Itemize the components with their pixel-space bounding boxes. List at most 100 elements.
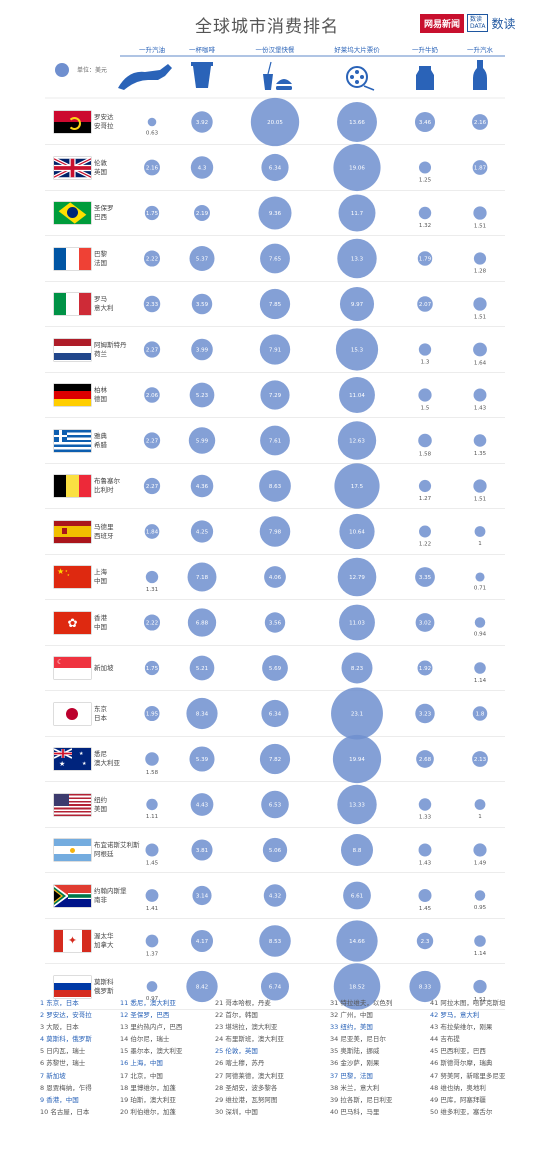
bubble: [190, 474, 214, 498]
country-name: 英国: [94, 167, 107, 176]
ranking-item: 12 圣保罗，巴西: [120, 1011, 170, 1020]
soda-bottle-icon: [473, 60, 487, 90]
bubble: [187, 608, 217, 637]
bubble: [258, 196, 292, 230]
bubble: [189, 382, 215, 408]
bubble-value-label: 2.33: [146, 302, 159, 308]
bubble: [263, 884, 287, 907]
bubble-value-label: 5.23: [196, 393, 209, 399]
bubble-value-label: 1.32: [419, 223, 431, 229]
bubble: [264, 612, 286, 633]
bubble: [143, 614, 161, 631]
ranking-item: 23 堪培拉，澳大利亚: [215, 1023, 278, 1032]
bubble: [473, 979, 487, 994]
bubble: [144, 524, 160, 539]
legend-bubble: [55, 63, 69, 77]
bubble: [190, 156, 214, 179]
bubble: [260, 243, 290, 274]
bubble: [144, 660, 160, 676]
bubble-value-label: 2.16: [474, 120, 487, 126]
ranking-item: 14 伯尔尼，瑞士: [120, 1035, 170, 1044]
bubble: [332, 734, 382, 784]
country-name: 巴西: [94, 213, 107, 221]
bubble-value-label: 3.35: [419, 575, 432, 581]
bubble-value-label: 5.99: [196, 439, 209, 445]
city-label: 罗安达 安哥拉: [94, 113, 114, 131]
ranking-column: 41 阿拉木图，哈萨克斯坦 42 罗马，意大利 43 布拉柴维尔，刚果 44 吉布提 4…: [430, 997, 530, 1118]
ranking-column: 11 悉尼，澳大利亚 12 圣保罗，巴西 13 里约热内卢，巴西 14 伯尔尼，瑞士 1…: [120, 997, 220, 1118]
ranking-item: 36 金沙萨，刚果: [330, 1059, 380, 1068]
country-name: 中国: [94, 577, 107, 585]
city-name: 纽约: [94, 795, 107, 804]
city-label: 雅典 希腊: [94, 432, 107, 450]
bubble: [146, 798, 158, 811]
bubble: [186, 970, 218, 1003]
bubble: [191, 839, 213, 861]
bubble-value-label: 0.71: [474, 586, 486, 592]
flag-singapore: ☾: [54, 657, 91, 679]
bubble: [261, 699, 289, 728]
bubble: [144, 705, 160, 722]
ranking-item: 3 大阪，日本: [40, 1023, 79, 1032]
city-name: 上海: [94, 568, 107, 576]
bubble: [339, 286, 375, 322]
bubble-value-label: 6.74: [269, 985, 282, 991]
city-label: 悉尼 澳大利亚: [94, 750, 120, 768]
bubble: [418, 798, 432, 811]
bubble: [415, 703, 435, 724]
bubble-value-label: 8.34: [196, 712, 209, 718]
bubble-value-label: 5.69: [269, 666, 282, 672]
bubble: [474, 935, 486, 947]
bubble-value-label: 1.31: [146, 587, 158, 593]
bubble: [187, 562, 217, 592]
bubble: [472, 751, 488, 767]
bubble-value-label: 11.7: [351, 211, 364, 217]
ranking-item: 26 喀土穆，苏丹: [215, 1059, 265, 1068]
city-label: 上海 中国: [94, 568, 107, 586]
country-name: 阿根廷: [94, 850, 114, 858]
bubble-value-label: 13.33: [349, 803, 365, 809]
flag-france: [54, 247, 91, 270]
bubble: [414, 111, 436, 133]
bubble-value-label: 1.8: [476, 712, 485, 718]
ranking-item: 47 努美阿，新喀里多尼亚: [430, 1071, 506, 1080]
bubble: [474, 890, 486, 901]
column-header: 一升汽油: [139, 45, 165, 54]
bubble-value-label: 13.66: [349, 120, 365, 126]
bubble-value-label: 5.37: [196, 257, 209, 263]
bubble: [339, 377, 375, 413]
bubble-value-label: 1.11: [146, 814, 158, 820]
bubble: [418, 161, 432, 174]
bubble: [474, 799, 486, 810]
bubble-value-label: 18.52: [349, 985, 365, 991]
flag-italy: [54, 293, 91, 315]
ranking-item: 21 哥本哈根，丹麦: [215, 999, 271, 1007]
bubble-value-label: 2.68: [419, 757, 432, 763]
flag-hongkong: ✿: [54, 611, 91, 634]
bubble-value-label: 1.22: [419, 541, 431, 547]
country-name: 加拿大: [94, 941, 114, 949]
ranking-column: 21 哥本哈根，丹麦 22 首尔，韩国 23 堪培拉，澳大利亚 24 布里斯班，澳大利…: [215, 997, 315, 1118]
bubble: [418, 206, 432, 220]
bubble-value-label: 17.5: [351, 484, 364, 490]
bubble: [340, 833, 374, 867]
bubble-value-label: 3.81: [196, 848, 208, 854]
bubble-value-label: 1.43: [474, 405, 487, 411]
ranking-item: 16 上海，中国: [120, 1059, 163, 1068]
bubble: [473, 206, 487, 220]
bubble: [475, 572, 485, 582]
ranking-item: 15 墨尔本，澳大利亚: [120, 1047, 183, 1056]
bubble-value-label: 1.84: [146, 530, 159, 536]
city-name: 柏林: [94, 386, 107, 394]
bubble-value-label: 5.21: [196, 666, 208, 672]
city-label: 柏林 德国: [94, 386, 107, 404]
bubble: [147, 117, 157, 127]
country-name: 安哥拉: [94, 122, 114, 130]
city-name: 伦敦: [94, 158, 107, 167]
city-name: 约翰内斯堡: [94, 886, 127, 895]
bubble-value-label: 2.22: [146, 257, 158, 263]
ranking-item: 18 里博维尔，加蓬: [120, 1083, 176, 1092]
bubble-value-label: 1.3: [421, 360, 430, 366]
column-header: 好莱坞大片票价: [334, 45, 380, 54]
country-name: 荷兰: [94, 349, 107, 358]
